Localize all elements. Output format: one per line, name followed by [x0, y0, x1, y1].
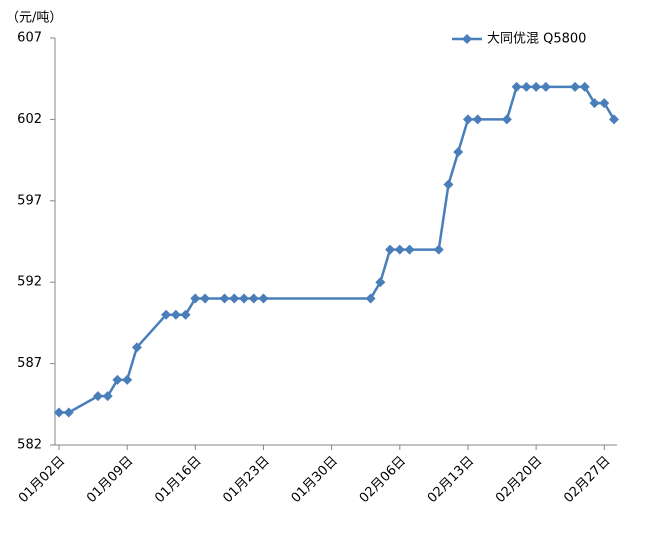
point [170, 309, 181, 320]
point [404, 244, 415, 255]
point [63, 407, 74, 418]
y-tick-label: 597 [17, 193, 42, 208]
legend-label: 大同优混 Q5800 [487, 32, 586, 47]
point [599, 98, 610, 109]
series-line [59, 85, 616, 414]
point [102, 391, 113, 402]
point [385, 244, 396, 255]
point [511, 81, 522, 92]
point [570, 81, 581, 92]
point [190, 293, 201, 304]
point [219, 293, 230, 304]
point [589, 98, 600, 109]
point [122, 374, 133, 385]
x-tick-label: 01月16日 [152, 454, 204, 506]
y-tick-label: 587 [17, 356, 42, 371]
point [112, 374, 123, 385]
legend-marker [462, 34, 472, 44]
x-tick-label: 01月02日 [16, 454, 68, 506]
x-tick-label: 02月13日 [425, 454, 477, 506]
point [180, 309, 191, 320]
point [540, 81, 551, 92]
point [92, 391, 103, 402]
point [462, 114, 473, 125]
y-tick-label: 592 [17, 275, 42, 290]
y-tick-label: 582 [17, 438, 42, 453]
point [433, 244, 444, 255]
point [258, 293, 269, 304]
point [239, 293, 249, 304]
point [365, 293, 376, 304]
point [453, 146, 464, 157]
y-tick-label: 602 [17, 112, 42, 127]
point [443, 179, 454, 190]
point [579, 81, 590, 92]
point [394, 244, 405, 255]
point [521, 81, 532, 92]
x-tick-label: 02月06日 [357, 454, 409, 506]
point [375, 277, 386, 288]
point [501, 114, 512, 125]
x-tick-label: 01月23日 [220, 454, 272, 506]
point [131, 342, 142, 353]
x-tick-label: 01月09日 [84, 454, 136, 506]
point [54, 407, 64, 418]
point [609, 114, 619, 125]
point [248, 293, 259, 304]
point [200, 293, 211, 304]
x-tick-label: 02月27日 [561, 454, 613, 506]
y-tick-label: 607 [17, 31, 42, 46]
point [161, 309, 172, 320]
point [531, 81, 542, 92]
point [229, 293, 240, 304]
x-tick-label: 01月30日 [289, 454, 341, 506]
point [472, 114, 483, 125]
unit-label: （元/吨） [6, 11, 62, 26]
x-tick-label: 02月20日 [493, 454, 545, 506]
